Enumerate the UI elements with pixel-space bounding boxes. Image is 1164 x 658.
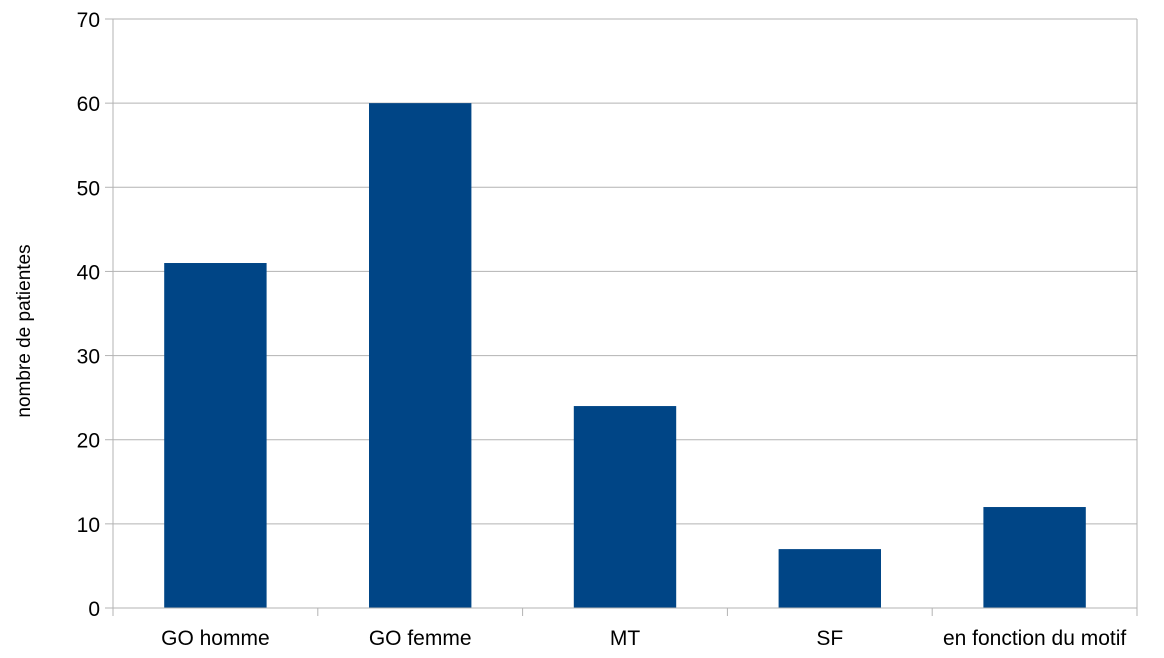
- y-tick-label: 20: [77, 430, 100, 453]
- bar: [164, 263, 267, 608]
- y-tick-label: 50: [77, 177, 100, 200]
- bar: [573, 406, 677, 608]
- bar: [983, 507, 1086, 608]
- y-tick-label: 0: [88, 598, 100, 621]
- bar: [369, 103, 472, 609]
- x-category-label: GO homme: [161, 627, 270, 650]
- y-tick-label: 10: [77, 514, 100, 537]
- bars: [164, 103, 1086, 609]
- y-tick-label: 60: [77, 93, 100, 116]
- x-category-label: SF: [816, 627, 843, 650]
- y-tick-labels: 0 10 20 30 40 50 60 70: [77, 9, 100, 621]
- x-category-label: en fonction du motif: [943, 627, 1126, 650]
- x-category-label: MT: [610, 627, 640, 650]
- y-tick-label: 40: [77, 261, 100, 284]
- y-tick-label: 30: [77, 346, 100, 369]
- bar: [778, 549, 881, 608]
- x-category-label: GO femme: [369, 627, 472, 650]
- axes: [105, 18, 1138, 616]
- x-category-labels: GO homme GO femme MT SF en fonction du motif: [161, 627, 1126, 650]
- y-axis-title: nombre de patientes: [14, 244, 35, 417]
- y-tick-label: 70: [77, 9, 100, 32]
- gridlines: [113, 18, 1137, 525]
